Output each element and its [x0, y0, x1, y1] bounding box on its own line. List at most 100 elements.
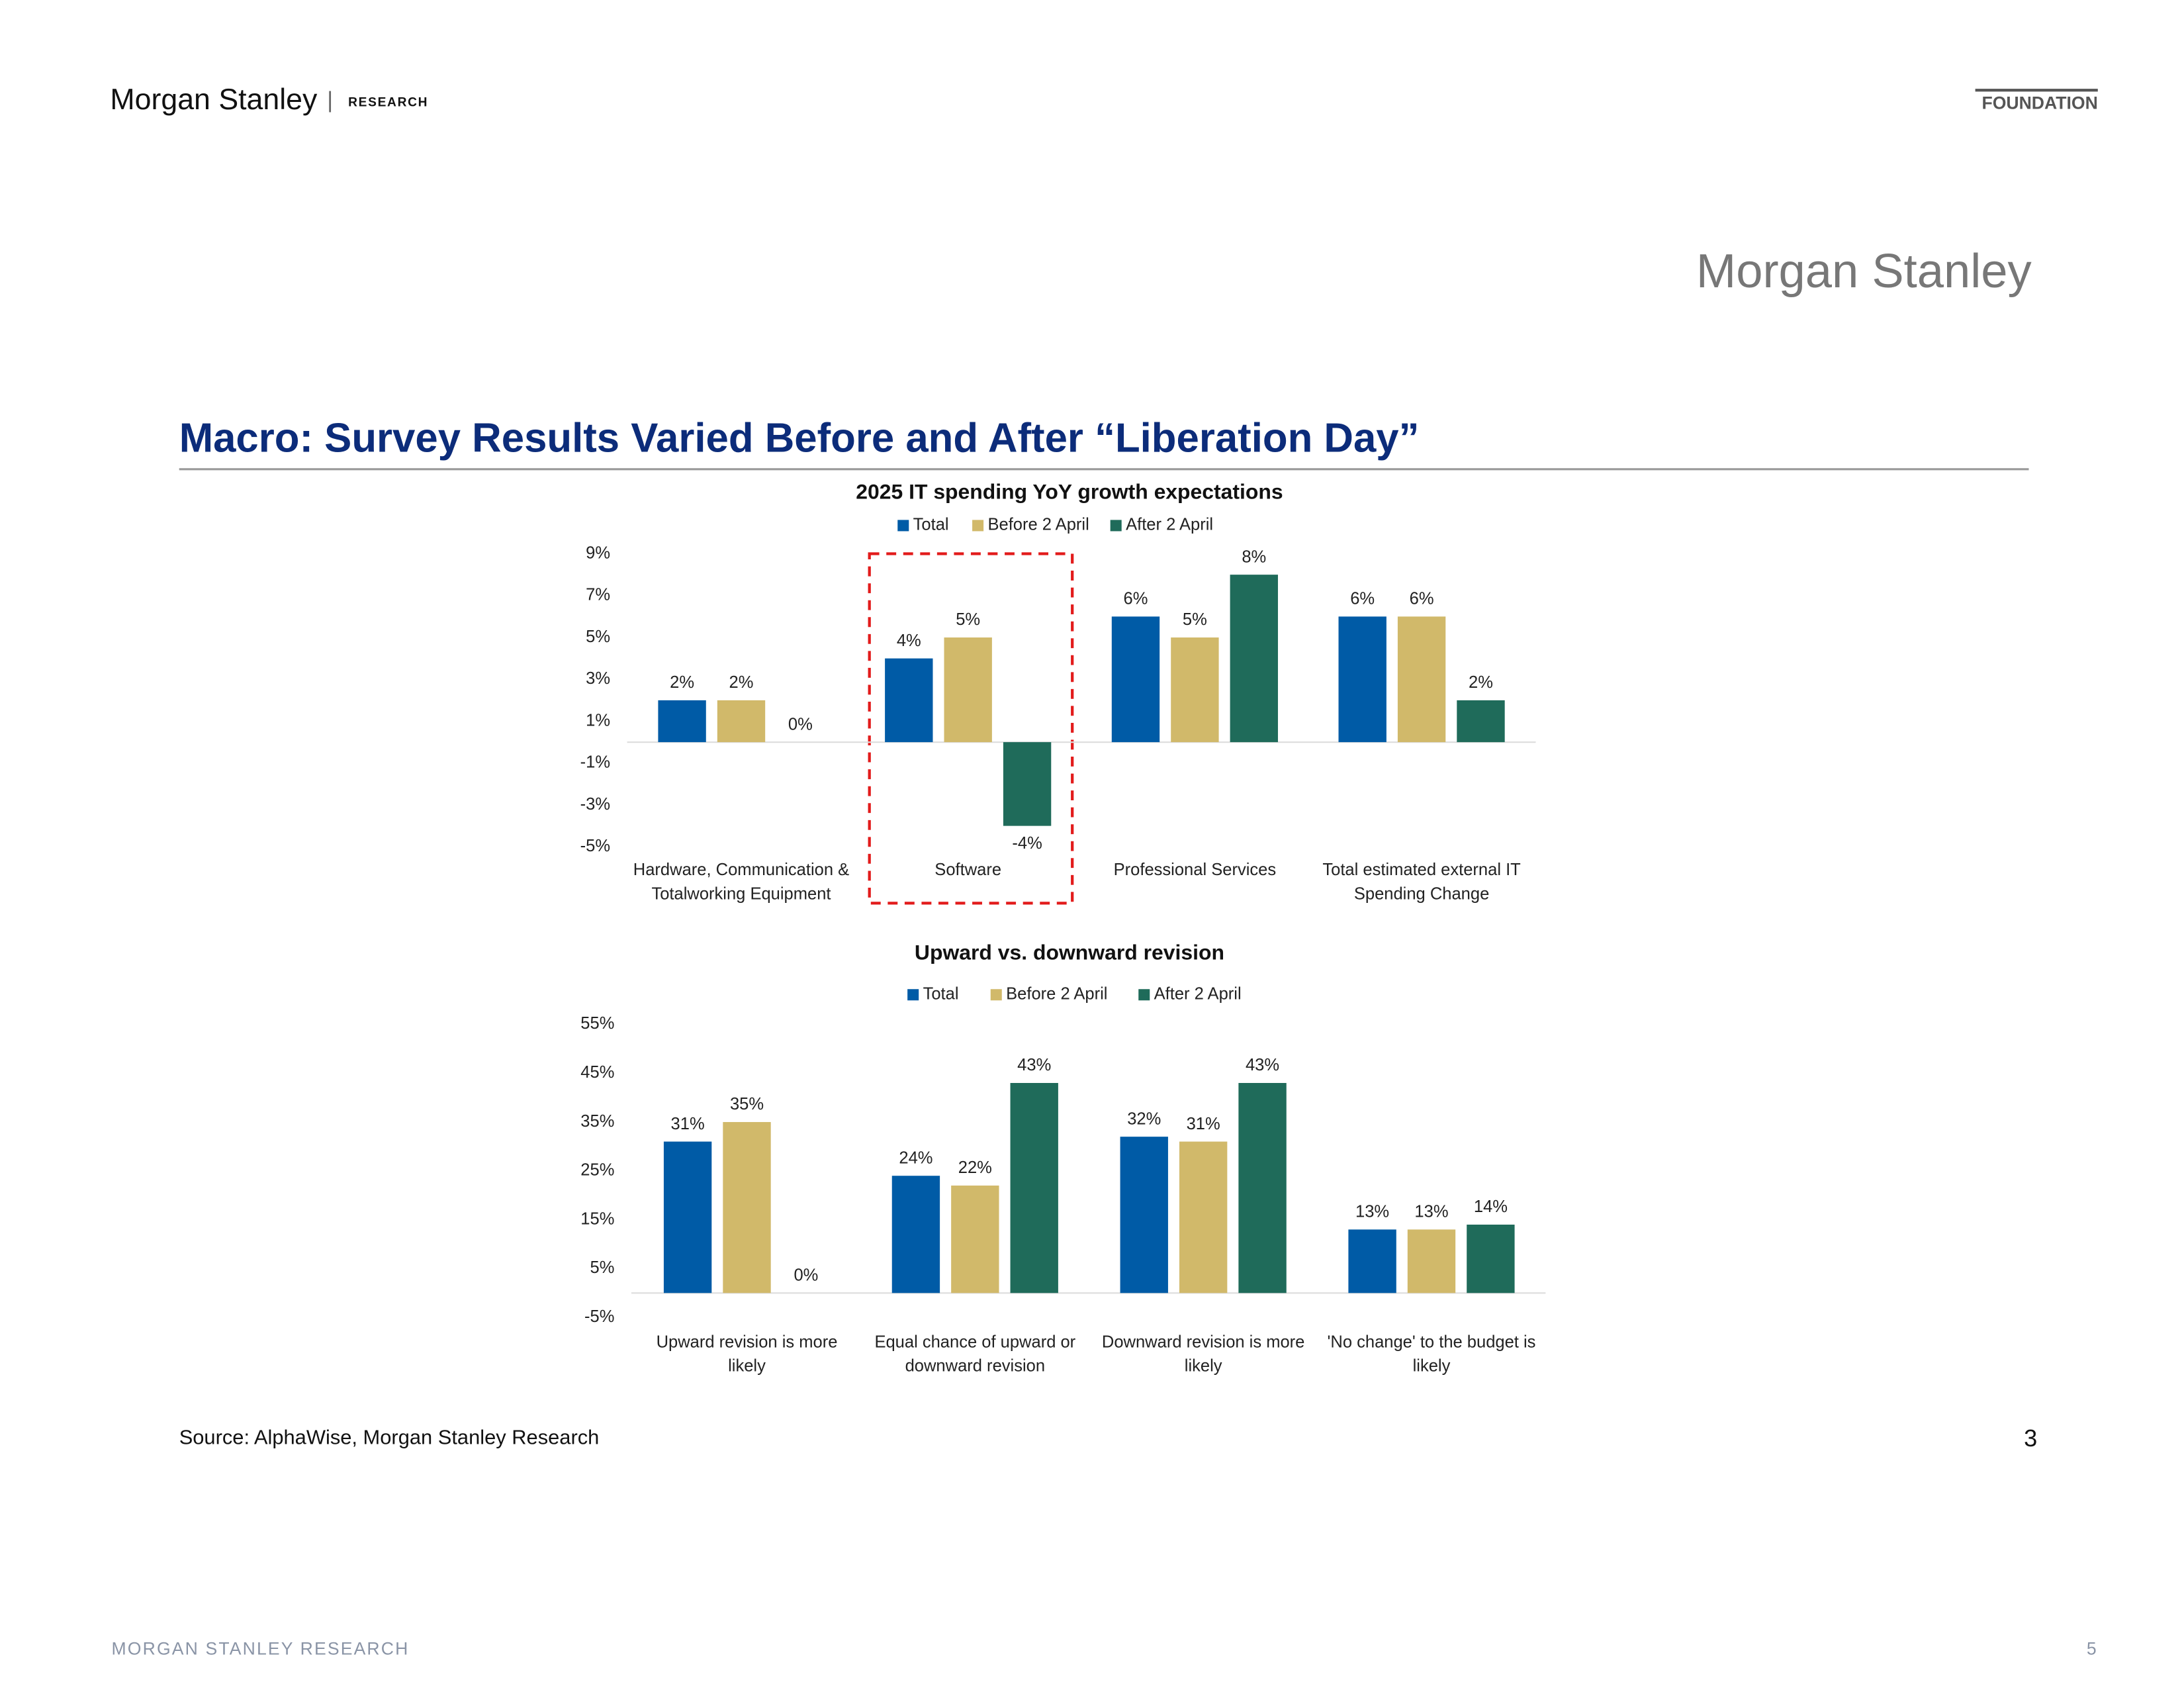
legend-label: Total	[923, 985, 959, 1004]
value-label: 35%	[730, 1095, 764, 1113]
bar	[1348, 1229, 1396, 1293]
logo: Morgan Stanley	[1696, 244, 2032, 298]
value-label: 13%	[1355, 1203, 1389, 1221]
bar	[891, 1176, 940, 1293]
value-label: 0%	[788, 715, 813, 733]
x-tick-label: Professional Services	[1114, 861, 1277, 879]
value-label: -4%	[1012, 834, 1042, 853]
x-tick-label: likely	[1413, 1356, 1451, 1375]
legend-label: After 2 April	[1126, 516, 1213, 534]
value-label: 2%	[1469, 673, 1493, 692]
value-label: 24%	[899, 1149, 933, 1167]
chart-title: 2025 IT spending YoY growth expectations	[856, 479, 1283, 503]
bar	[1407, 1229, 1456, 1293]
value-label: 32%	[1127, 1109, 1161, 1128]
y-tick-label: 55%	[580, 1014, 614, 1033]
value-label: 22%	[958, 1158, 992, 1177]
bar	[658, 700, 706, 743]
bar	[1397, 616, 1446, 743]
y-tick-label: 25%	[580, 1161, 614, 1180]
bar	[1003, 742, 1052, 826]
y-tick-label: 5%	[590, 1258, 615, 1277]
value-label: 43%	[1246, 1056, 1279, 1074]
legend-swatch	[897, 520, 909, 532]
legend-label: Before 2 April	[987, 516, 1089, 534]
tag: FOUNDATION	[1981, 93, 2097, 113]
x-tick-label: Upward revision is more	[657, 1333, 838, 1351]
x-tick-label: Software	[934, 861, 1001, 879]
y-tick-label: -5%	[584, 1307, 614, 1326]
legend-swatch	[907, 989, 919, 1001]
legend-swatch	[1110, 520, 1122, 532]
value-label: 5%	[1183, 610, 1207, 629]
value-label: 5%	[956, 610, 980, 629]
bar	[1171, 637, 1219, 743]
bar	[717, 700, 766, 743]
x-tick-label: 'No change' to the budget is	[1328, 1333, 1536, 1351]
bar	[1010, 1083, 1058, 1293]
y-tick-label: 5%	[586, 628, 610, 646]
x-tick-label: downward revision	[905, 1356, 1045, 1375]
bar	[951, 1185, 999, 1293]
x-tick-label: Equal chance of upward or	[874, 1333, 1075, 1351]
bar	[723, 1122, 771, 1293]
x-tick-label: Total estimated external IT	[1322, 861, 1521, 879]
y-tick-label: -5%	[580, 837, 610, 855]
y-tick-label: 3%	[586, 669, 610, 688]
x-tick-label: Spending Change	[1354, 884, 1489, 903]
value-label: 8%	[1242, 547, 1266, 566]
value-label: 6%	[1124, 590, 1148, 608]
bar	[944, 637, 992, 743]
bar	[1120, 1137, 1168, 1293]
y-tick-label: 1%	[586, 711, 610, 729]
x-tick-label: likely	[1185, 1356, 1222, 1375]
y-tick-label: 45%	[580, 1063, 614, 1082]
bar	[1230, 575, 1278, 743]
slide-title: Macro: Survey Results Varied Before and …	[179, 416, 1420, 461]
y-tick-label: -1%	[580, 753, 610, 772]
bar	[1457, 700, 1505, 743]
value-label: 6%	[1350, 590, 1375, 608]
y-tick-label: -3%	[580, 795, 610, 814]
section: RESEARCH	[348, 95, 428, 109]
value-label: 2%	[729, 673, 754, 692]
slide-number: 3	[2024, 1425, 2037, 1452]
legend-label: Total	[913, 516, 949, 534]
y-tick-label: 7%	[586, 586, 610, 604]
bar	[1467, 1224, 1515, 1293]
value-label: 31%	[671, 1115, 705, 1133]
bar	[1238, 1083, 1287, 1293]
bar	[885, 658, 933, 743]
footer-text: MORGAN STANLEY RESEARCH	[112, 1639, 410, 1659]
legend-swatch	[990, 989, 1002, 1001]
legend-label: After 2 April	[1154, 985, 1242, 1004]
bar	[1338, 616, 1387, 743]
x-tick-label: Hardware, Communication &	[633, 861, 849, 879]
brand: Morgan Stanley	[110, 83, 318, 116]
chart-title: Upward vs. downward revision	[915, 940, 1224, 964]
value-label: 43%	[1017, 1056, 1051, 1074]
x-tick-label: Totalworking Equipment	[651, 884, 831, 903]
value-label: 6%	[1410, 590, 1434, 608]
highlight-box	[868, 552, 1074, 905]
legend-swatch	[1138, 989, 1150, 1001]
bar	[1179, 1141, 1228, 1293]
legend-label: Before 2 April	[1006, 985, 1107, 1004]
legend-swatch	[972, 520, 984, 532]
value-label: 14%	[1474, 1197, 1508, 1216]
x-tick-label: Downward revision is more	[1102, 1333, 1304, 1351]
bar	[1111, 616, 1160, 743]
x-tick-label: likely	[728, 1356, 766, 1375]
value-label: 13%	[1414, 1203, 1448, 1221]
value-label: 31%	[1187, 1115, 1220, 1133]
y-tick-label: 9%	[586, 543, 610, 562]
y-tick-label: 35%	[580, 1112, 614, 1131]
source: Source: AlphaWise, Morgan Stanley Resear…	[179, 1425, 600, 1448]
y-tick-label: 15%	[580, 1209, 614, 1228]
value-label: 2%	[670, 673, 694, 692]
separator: |	[327, 87, 333, 113]
bar	[663, 1141, 712, 1293]
value-label: 0%	[794, 1266, 818, 1285]
